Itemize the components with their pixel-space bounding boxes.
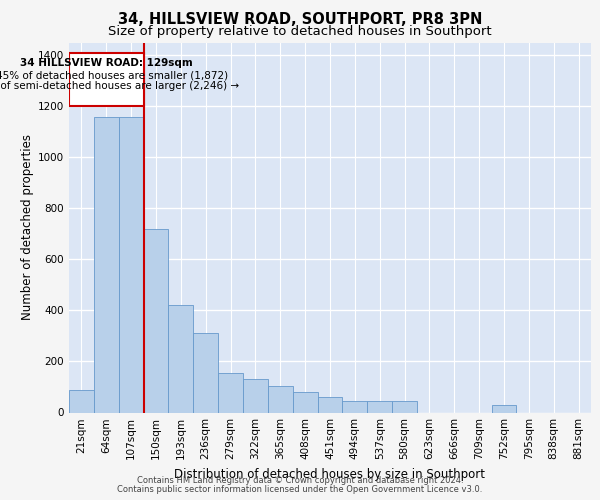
Text: ← 45% of detached houses are smaller (1,872): ← 45% of detached houses are smaller (1,… (0, 70, 229, 81)
Bar (243, 380, 268, 412)
Bar (143, 229, 169, 412)
Bar (193, 334, 218, 412)
Bar (218, 373, 243, 412)
Text: 34, HILLSVIEW ROAD, SOUTHPORT, PR8 3PN: 34, HILLSVIEW ROAD, SOUTHPORT, PR8 3PN (118, 12, 482, 28)
Text: Contains public sector information licensed under the Open Government Licence v3: Contains public sector information licen… (118, 485, 482, 494)
Text: Size of property relative to detached houses in Southport: Size of property relative to detached ho… (108, 25, 492, 38)
Bar (392, 401, 417, 412)
Bar (343, 401, 367, 412)
Text: 34 HILLSVIEW ROAD: 129sqm: 34 HILLSVIEW ROAD: 129sqm (20, 58, 193, 68)
Text: Contains HM Land Registry data © Crown copyright and database right 2024.: Contains HM Land Registry data © Crown c… (137, 476, 463, 485)
Bar (169, 306, 193, 412)
Bar (293, 392, 317, 412)
Bar (268, 386, 293, 412)
Bar (69, 390, 94, 412)
Bar (317, 397, 343, 412)
Text: 55% of semi-detached houses are larger (2,246) →: 55% of semi-detached houses are larger (… (0, 81, 239, 91)
Bar (69, 52, 143, 106)
X-axis label: Distribution of detached houses by size in Southport: Distribution of detached houses by size … (175, 468, 485, 481)
Bar (491, 405, 517, 412)
Bar (94, 116, 119, 412)
Bar (367, 401, 392, 412)
Y-axis label: Number of detached properties: Number of detached properties (21, 134, 34, 320)
Bar (119, 116, 143, 412)
